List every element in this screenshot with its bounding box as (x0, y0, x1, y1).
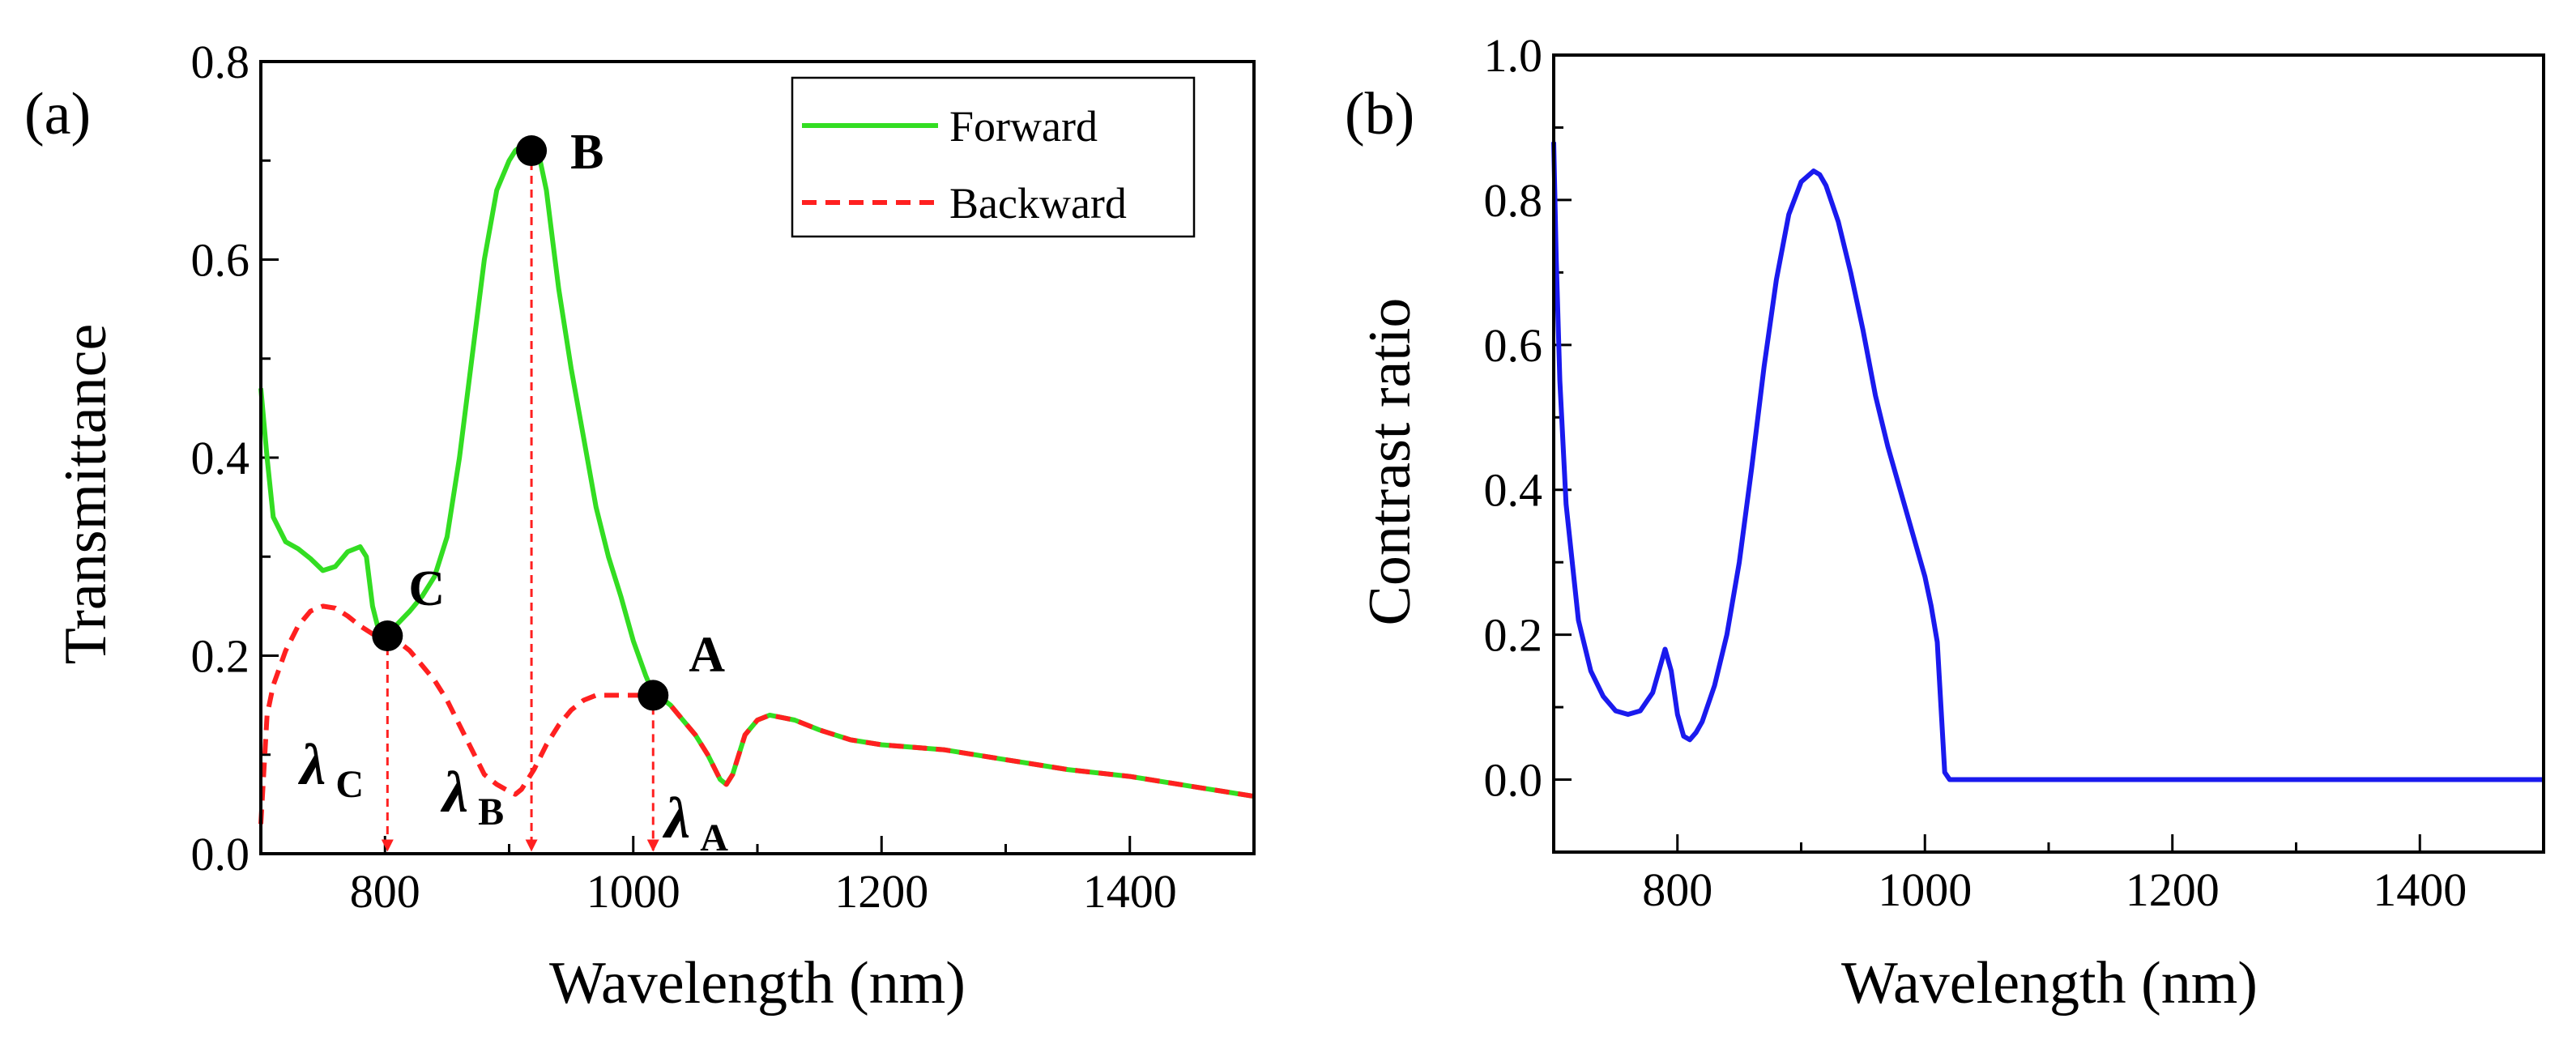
y-tick-label: 0.8 (191, 36, 250, 88)
series-line-contrast-ratio (1551, 142, 2544, 782)
x-tick-label: 1200 (834, 865, 928, 918)
marker-point-b (516, 135, 548, 167)
marker-label-a: A (689, 627, 725, 682)
y-tick-label: 0.2 (191, 630, 250, 683)
panel-b-y-axis-title: Contrast ratio (1357, 298, 1423, 626)
y-tick-label: 0.0 (1484, 754, 1543, 807)
marker-point-a (638, 680, 669, 711)
lambda-label-b: λ (440, 760, 468, 825)
x-tick-label: 1000 (1878, 863, 1972, 916)
lambda-subscript-b: B (478, 791, 504, 833)
series-line-backward (258, 603, 1255, 825)
y-tick-label: 0.6 (191, 234, 250, 287)
panel-b-chart: (b) Contrast ratio Wavelength (nm) 800 10… (1345, 29, 2545, 1017)
x-tick-label: 1400 (1083, 865, 1177, 918)
panel-b-y-tick-labels: 0.0 0.2 0.4 0.6 0.8 1.0 (1484, 29, 1543, 807)
x-tick-label: 800 (350, 865, 420, 918)
y-tick-label: 0.2 (1484, 609, 1543, 662)
y-tick-label: 0.0 (191, 828, 250, 880)
panel-a-legend: Forward Backward (791, 76, 1196, 238)
marker-label-b: B (570, 125, 603, 180)
lambda-label-c: λ (297, 732, 326, 797)
panel-a-x-tick-labels: 800 1000 1200 1400 (350, 865, 1177, 918)
lambda-label-a: λ (662, 786, 690, 850)
x-tick-label: 1400 (2373, 863, 2467, 916)
panel-a-markers: B C A (372, 125, 725, 711)
legend-box (791, 76, 1196, 238)
panel-b-x-axis-title: Wavelength (nm) (1841, 950, 2258, 1017)
panel-a-chart: (a) Transmittance Wavelength (nm) 800 100… (24, 36, 1256, 1017)
panel-b-frame (1552, 53, 2545, 854)
lambda-subscript-c: C (335, 763, 364, 806)
marker-label-c: C (408, 561, 445, 616)
x-tick-label: 1000 (586, 865, 680, 918)
y-tick-label: 1.0 (1484, 29, 1543, 82)
panel-b-label: (b) (1345, 81, 1414, 147)
panel-a-label: (a) (24, 81, 91, 147)
x-tick-label: 800 (1642, 863, 1712, 916)
panel-a-series (258, 143, 1255, 825)
panel-a-y-tick-labels: 0.0 0.2 0.4 0.6 0.8 (191, 36, 250, 880)
panel-b-series (1551, 142, 2544, 782)
y-tick-label: 0.6 (1484, 319, 1543, 372)
legend-backward-label: Backward (949, 179, 1127, 228)
x-tick-label: 1200 (2126, 863, 2220, 916)
y-tick-label: 0.4 (191, 432, 250, 484)
panel-a-frame (259, 60, 1256, 855)
series-line-forward (258, 143, 1255, 799)
y-tick-label: 0.8 (1484, 174, 1543, 227)
y-tick-label: 0.4 (1484, 464, 1543, 517)
panel-b-x-tick-labels: 800 1000 1200 1400 (1642, 863, 2467, 916)
legend-forward-label: Forward (949, 102, 1098, 151)
panel-b-ticks (1552, 53, 2545, 854)
panel-a-x-axis-title: Wavelength (nm) (549, 950, 966, 1017)
marker-point-c (372, 620, 403, 652)
panel-a-wavelength-arrows (381, 162, 659, 852)
panel-a-y-axis-title: Transmittance (53, 324, 119, 665)
